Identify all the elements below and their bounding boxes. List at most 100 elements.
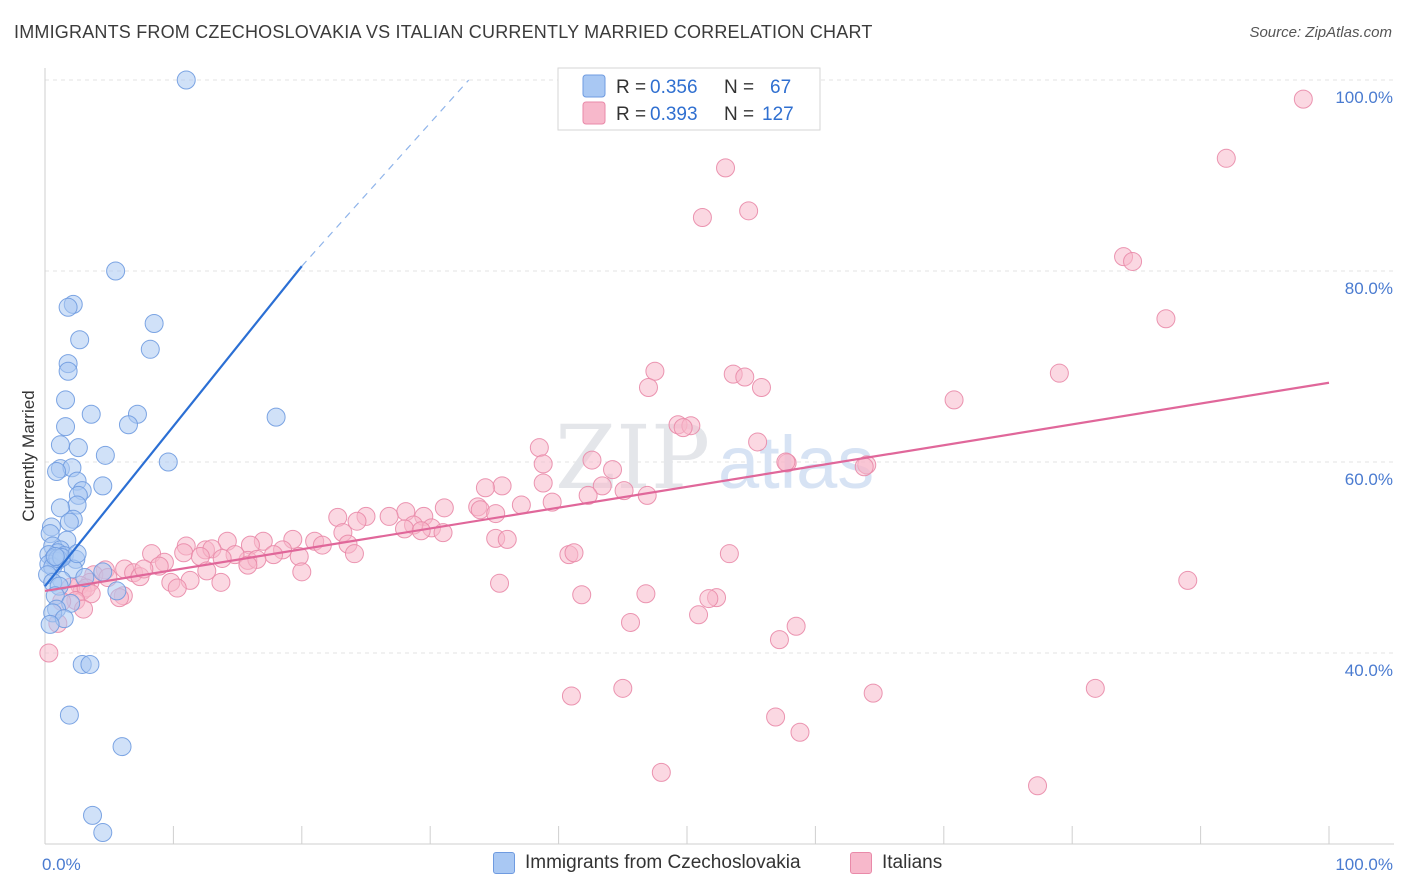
point-italians [603,460,623,480]
point-italians [776,452,796,472]
point-italians [434,498,454,518]
point-italians [645,361,665,381]
point-italians [39,643,59,663]
point-italians [636,584,656,604]
point-italians [395,519,415,539]
point-italians [174,543,194,563]
y-axis-label: Currently Married [19,390,38,521]
chart-source: Source: ZipAtlas.com [1249,24,1392,41]
legend-n-value-czech: 67 [770,77,791,98]
point-italians [689,605,709,625]
legend-n-label-czech: N = [724,77,754,98]
axes [44,68,1394,845]
point-italians [212,548,232,568]
legend-r-value-italians: 0.393 [650,104,698,125]
point-italians [651,762,671,782]
point-czech [83,805,103,825]
point-czech [118,415,138,435]
point-italians [379,506,399,526]
point-czech [59,705,79,725]
bottom-legend-swatch-czech [493,852,515,874]
legend: R = 0.356 N = 67 R = 0.393 N = 127 [557,67,821,131]
point-italians [1216,148,1236,168]
point-czech [40,614,60,634]
point-italians [1178,570,1198,590]
point-czech [93,823,113,843]
point-czech [106,261,126,281]
point-czech [56,390,76,410]
point-italians [613,678,633,698]
point-czech [80,654,100,674]
point-czech [75,568,95,588]
legend-swatch-italians [582,101,606,125]
point-czech [50,498,70,518]
point-italians [751,378,771,398]
point-czech [93,476,113,496]
point-czech [112,737,132,757]
chart-title: IMMIGRANTS FROM CZECHOSLOVAKIA VS ITALIA… [14,22,873,42]
point-italians [692,208,712,228]
point-italians [766,707,786,727]
point-italians [533,454,553,474]
point-italians [529,438,549,458]
bottom-legend-label-czech: Immigrants from Czechoslovakia [525,852,801,873]
point-czech [107,581,127,601]
point-italians [1085,678,1105,698]
point-italians [748,432,768,452]
bottom-legend-item-czech: Immigrants from Czechoslovakia [493,852,801,874]
point-italians [344,544,364,564]
point-italians [638,378,658,398]
points [38,70,1313,843]
point-italians [863,683,883,703]
point-czech [95,445,115,465]
point-czech [140,339,160,359]
point-czech [158,452,178,472]
point-czech [50,435,70,455]
point-italians [716,158,736,178]
point-italians [673,418,693,438]
trend-line-italians [44,381,1330,593]
trend-line-czech-extension [301,79,470,267]
point-italians [637,485,657,505]
point-czech [81,404,101,424]
y-tick-label: 60.0% [1345,470,1393,489]
point-italians [490,573,510,593]
point-italians [238,555,258,575]
point-italians [542,492,562,512]
point-italians [944,390,964,410]
point-czech [266,407,286,427]
point-italians [1293,89,1313,109]
point-italians [211,572,231,592]
bottom-legend-item-italians: Italians [850,852,942,874]
point-italians [739,201,759,221]
point-czech [68,438,88,458]
tick-labels: 100.0% 80.0% 60.0% 40.0% 0.0% 100.0% [42,88,1393,874]
point-italians [347,511,367,531]
y-tick-label: 80.0% [1345,279,1393,298]
point-italians [511,495,531,515]
point-italians [790,722,810,742]
point-italians [621,612,641,632]
y-tick-label: 100.0% [1335,88,1393,107]
point-italians [614,481,634,501]
point-italians [578,485,598,505]
point-italians [854,457,874,477]
point-czech [45,547,65,567]
point-czech [144,314,164,334]
point-czech [93,562,113,582]
point-italians [1049,363,1069,383]
point-italians [561,686,581,706]
point-czech [70,330,90,350]
point-italians [699,589,719,609]
x-tick-label-min: 0.0% [42,855,81,874]
point-czech [176,70,196,90]
point-italians [719,544,739,564]
bottom-legend-swatch-italians [850,852,872,874]
point-italians [735,367,755,387]
point-italians [592,476,612,496]
point-italians [292,562,312,582]
point-italians [497,529,517,549]
legend-r-value-czech: 0.356 [650,77,698,98]
point-italians [475,478,495,498]
